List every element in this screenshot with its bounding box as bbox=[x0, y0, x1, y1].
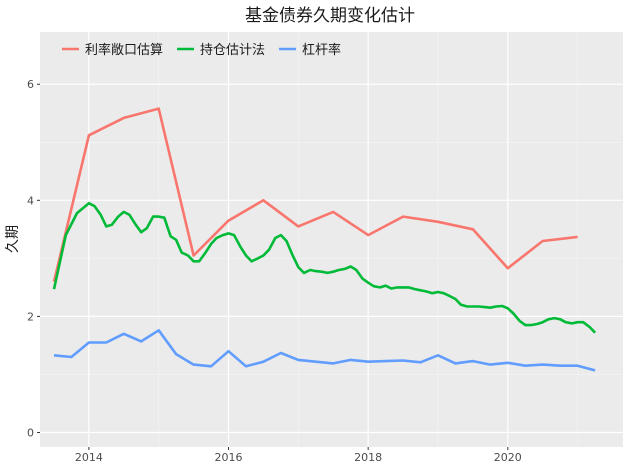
series-line-2 bbox=[52, 201, 597, 334]
legend-label: 杠杆率 bbox=[302, 42, 341, 58]
series-line-1 bbox=[52, 107, 578, 282]
legend: 利率敞口估算 持仓估计法 杠杆率 bbox=[62, 42, 341, 58]
x-tick-label: 2020 bbox=[494, 451, 522, 464]
x-axis: 2014 2016 2018 2020 bbox=[75, 447, 522, 464]
y-tick-label: 6 bbox=[27, 78, 34, 91]
legend-item-3: 杠杆率 bbox=[279, 42, 341, 58]
x-tick-label: 2014 bbox=[75, 451, 103, 464]
x-tick-label: 2018 bbox=[354, 451, 382, 464]
legend-label: 利率敞口估算 bbox=[85, 42, 163, 58]
y-tick-label: 0 bbox=[27, 426, 34, 439]
plot-panel bbox=[40, 32, 623, 447]
chart-title: 基金债券久期变化估计 bbox=[245, 6, 415, 26]
series-line-3 bbox=[53, 328, 596, 372]
major-gridlines bbox=[40, 32, 623, 447]
legend-item-2: 持仓估计法 bbox=[177, 43, 265, 58]
legend-item-1: 利率敞口估算 bbox=[62, 42, 163, 58]
y-axis-title: 久期 bbox=[5, 225, 21, 253]
minor-gridlines bbox=[40, 32, 623, 447]
legend-label: 持仓估计法 bbox=[200, 43, 265, 58]
y-axis: 0 2 4 6 bbox=[27, 78, 40, 439]
x-tick-label: 2016 bbox=[215, 451, 243, 464]
y-tick-label: 4 bbox=[27, 194, 34, 207]
series-layer bbox=[52, 107, 597, 372]
y-tick-label: 2 bbox=[27, 310, 34, 323]
